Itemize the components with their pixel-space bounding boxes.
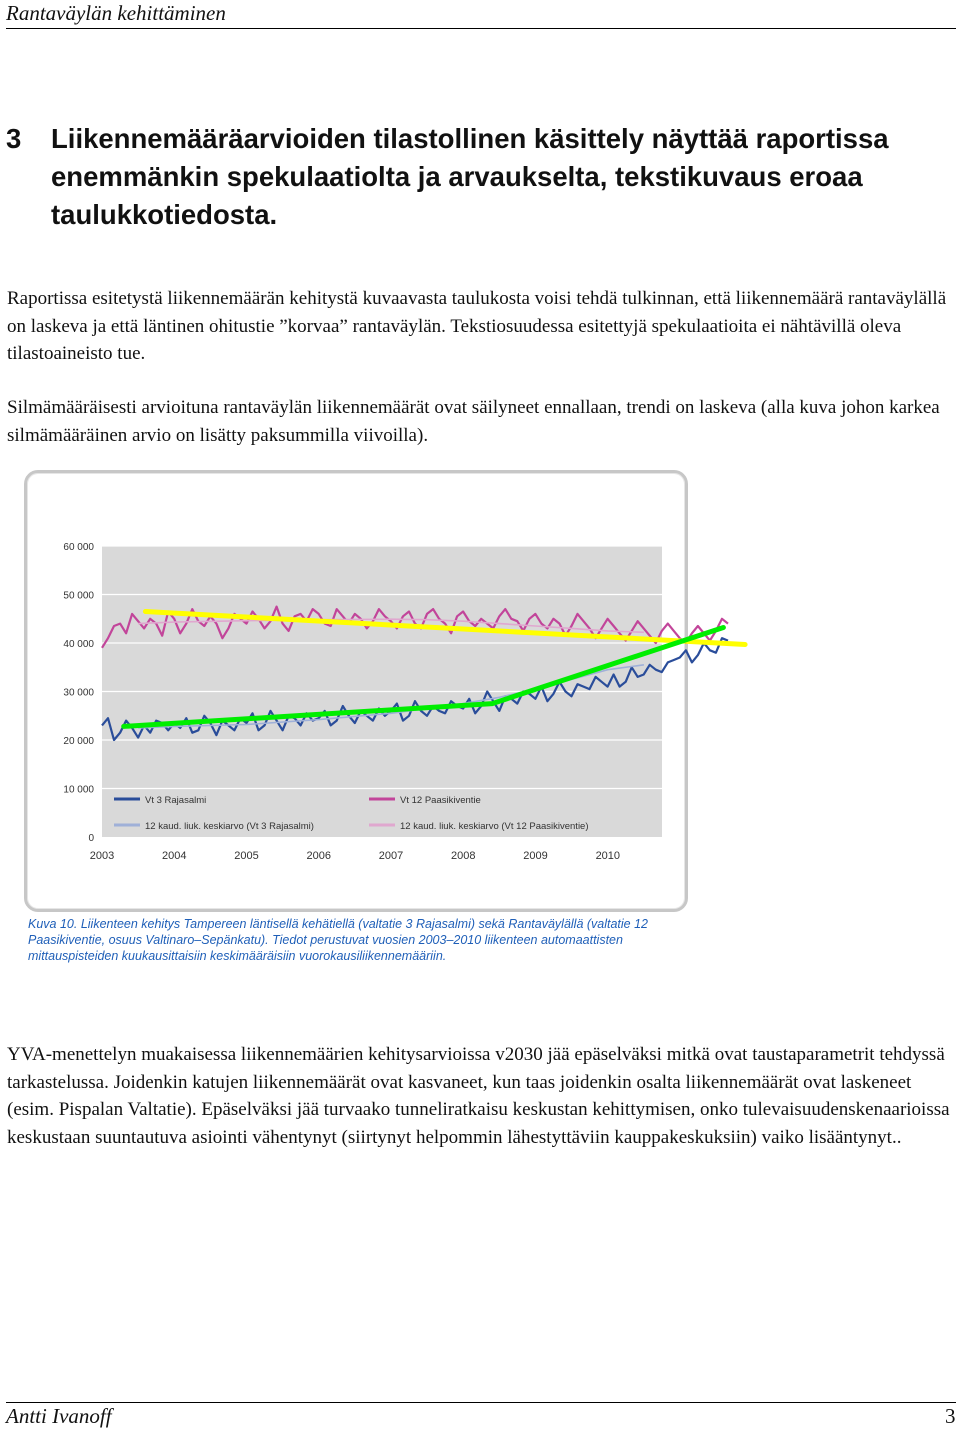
section-title: Liikennemääräarvioiden tilastollinen käs… <box>51 123 889 230</box>
x-tick-label: 2009 <box>523 850 547 862</box>
footer-author: Antti Ivanoff <box>6 1404 112 1428</box>
running-header: Rantaväylän kehittäminen <box>6 0 956 29</box>
x-tick-label: 2005 <box>234 850 258 862</box>
x-tick-label: 2008 <box>451 850 475 862</box>
y-tick-label: 10 000 <box>63 785 94 796</box>
page-number: 3 <box>945 1404 956 1428</box>
y-tick-label: 50 000 <box>63 591 94 602</box>
section-number: 3 <box>6 123 22 154</box>
x-tick-label: 2003 <box>90 850 114 862</box>
y-tick-label: 40 000 <box>63 639 94 650</box>
y-tick-label: 30 000 <box>63 688 94 699</box>
x-tick-label: 2006 <box>307 850 331 862</box>
y-tick-label: 0 <box>88 833 94 844</box>
legend-label: Vt 12 Paasikiventie <box>400 795 481 806</box>
paragraph-2: Silmämääräisesti arvioituna rantaväylän … <box>7 397 940 446</box>
x-tick-label: 2004 <box>162 850 186 862</box>
series-line <box>138 618 644 634</box>
legend-label: Vt 3 Rajasalmi <box>145 795 206 806</box>
legend-label: 12 kaud. liuk. keskiarvo (Vt 12 Paasikiv… <box>400 821 589 832</box>
running-title: Rantaväylän kehittäminen <box>6 1 226 25</box>
trend-line-yellow <box>142 609 748 647</box>
x-tick-label: 2007 <box>379 850 403 862</box>
y-tick-label: 20 000 <box>63 736 94 747</box>
trend-line-green <box>121 625 726 729</box>
figure-caption: Kuva 10. Liikenteen kehitys Tampereen lä… <box>28 917 649 963</box>
series-line <box>101 637 729 742</box>
footer-rule <box>6 1402 956 1403</box>
section-heading: 3 Liikennemääräarvioiden tilastollinen k… <box>6 120 946 234</box>
paragraph-1: Raportissa esitetystä liikennemäärän keh… <box>7 288 947 364</box>
x-tick-label: 2010 <box>596 850 620 862</box>
legend-label: 12 kaud. liuk. keskiarvo (Vt 3 Rajasalmi… <box>145 821 314 832</box>
paragraph-3: YVA-menettelyn muakaisessa liikennemääri… <box>7 1044 950 1148</box>
y-tick-label: 60 000 <box>63 542 94 553</box>
traffic-chart: 0 10 000 20 000 30 000 40 000 50 000 60 000 200… <box>63 542 748 862</box>
